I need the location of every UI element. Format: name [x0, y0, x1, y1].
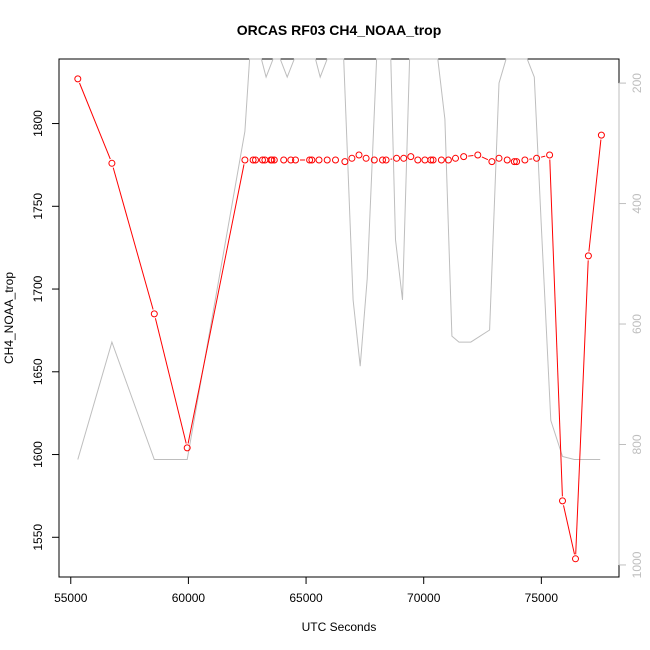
y-tick-label: 1550 — [31, 524, 45, 551]
right-axis-series-layer — [77, 58, 601, 460]
series-main-point — [400, 154, 408, 162]
series-main-point — [572, 555, 579, 563]
y-tick-label: 1750 — [31, 193, 45, 220]
series-main-point — [249, 156, 257, 164]
series-main-point — [332, 156, 339, 164]
series-main-point — [292, 156, 299, 164]
series-main-point — [429, 156, 437, 164]
series-main-point — [323, 156, 331, 164]
y-tick-label: 1600 — [31, 441, 45, 468]
series-main-point — [355, 151, 363, 159]
series-main-point — [584, 252, 592, 260]
series-main-segment — [563, 505, 575, 555]
series-main-segment — [468, 155, 474, 157]
series-main-point — [259, 156, 266, 164]
series-main-point — [444, 156, 452, 164]
series-main-point — [306, 156, 314, 164]
x-tick-label: 60000 — [172, 591, 206, 605]
series-main-point — [270, 156, 278, 164]
series-main-segment — [187, 164, 245, 444]
series-main-point — [315, 156, 323, 164]
x-axis: 55000 60000 65000 70000 75000 — [54, 576, 559, 605]
series-main-point — [521, 156, 529, 164]
series-main-point — [393, 154, 401, 162]
series-main-segment — [481, 156, 489, 161]
y-tick-label: 1700 — [31, 275, 45, 302]
series-main-point — [379, 156, 386, 164]
series-main-point — [452, 154, 459, 162]
series-main-point — [421, 156, 429, 164]
series-main-point — [370, 156, 378, 164]
series-main-point — [252, 156, 259, 164]
y2-tick-label: 1000 — [630, 551, 644, 578]
y2-tick-label: 400 — [630, 193, 644, 213]
series-main-point — [414, 156, 422, 164]
series-main-point — [280, 156, 288, 164]
series-main-point — [382, 156, 390, 164]
plot-frame — [58, 58, 620, 578]
series-main-point — [287, 156, 295, 164]
x-tick-label: 65000 — [289, 591, 323, 605]
series-main-point — [437, 156, 445, 164]
series-main-segment — [154, 318, 187, 444]
main-series-layer — [74, 75, 605, 563]
series-main-point — [546, 151, 554, 159]
y-tick-label: 1800 — [31, 110, 45, 137]
series-right-axis-line — [77, 58, 601, 460]
y2-axis: 200 400 600 800 1000 — [618, 73, 644, 578]
series-main-point — [559, 497, 566, 505]
series-main-point — [474, 151, 482, 159]
y-tick-label: 1650 — [31, 358, 45, 385]
series-main-point — [183, 444, 191, 452]
series-main-segment — [588, 139, 602, 252]
series-main-point — [503, 156, 511, 164]
x-tick-label: 70000 — [407, 591, 441, 605]
y2-tick-label: 200 — [630, 73, 644, 93]
series-main-segment — [79, 82, 111, 160]
x-tick-label: 75000 — [525, 591, 559, 605]
series-main-point — [348, 154, 356, 162]
series-main-point — [362, 154, 370, 162]
series-main-point — [427, 156, 435, 164]
x-axis-label: UTC Seconds — [302, 620, 377, 634]
y2-tick-label: 800 — [630, 434, 644, 454]
series-main-point — [108, 159, 116, 167]
series-main-point — [241, 156, 249, 164]
plot-area — [58, 58, 620, 578]
chart-title: ORCAS RF03 CH4_NOAA_trop — [237, 22, 442, 38]
series-main-segment — [575, 260, 589, 555]
x-tick-label: 55000 — [54, 591, 88, 605]
series-main-point — [513, 158, 521, 166]
series-main-segment — [540, 155, 546, 158]
series-main-segment — [549, 159, 563, 497]
series-main-point — [495, 154, 503, 162]
series-main-segment — [112, 167, 154, 310]
series-main-point — [341, 158, 349, 166]
series-main-point — [488, 158, 496, 166]
series-main-point — [407, 153, 415, 161]
series-main-point — [533, 154, 541, 162]
series-main-point — [308, 156, 316, 164]
y2-tick-label: 600 — [630, 314, 644, 334]
series-main-point — [510, 158, 518, 166]
series-main-point — [460, 153, 468, 161]
y-axis-label: CH4_NOAA_trop — [2, 272, 16, 364]
series-main-point — [150, 310, 158, 318]
series-main-point — [268, 156, 276, 164]
series-main-point — [597, 131, 605, 139]
y-axis: 1550 1600 1650 1700 1750 1800 — [31, 110, 60, 551]
series-main-point — [74, 75, 82, 83]
